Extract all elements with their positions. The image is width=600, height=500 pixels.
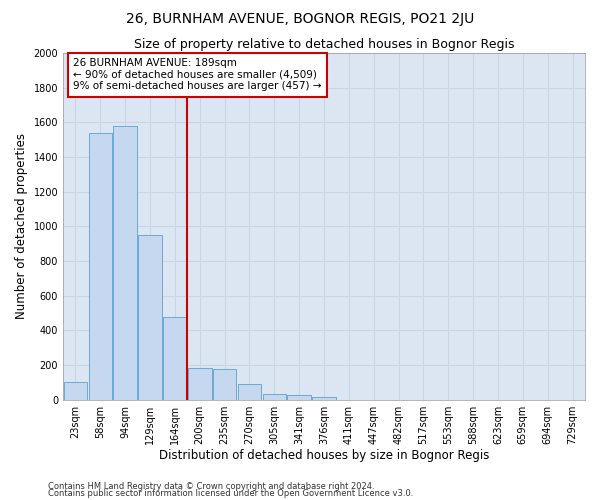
Title: Size of property relative to detached houses in Bognor Regis: Size of property relative to detached ho…: [134, 38, 514, 51]
Bar: [138, 235, 162, 400]
Text: Contains public sector information licensed under the Open Government Licence v3: Contains public sector information licen…: [48, 490, 413, 498]
Bar: [188, 368, 212, 400]
Bar: [89, 133, 112, 400]
Bar: [238, 384, 261, 400]
Bar: [263, 394, 286, 400]
Bar: [213, 368, 236, 400]
Bar: [163, 316, 187, 400]
Bar: [312, 397, 336, 400]
Bar: [64, 382, 87, 400]
Bar: [287, 396, 311, 400]
Bar: [113, 126, 137, 400]
X-axis label: Distribution of detached houses by size in Bognor Regis: Distribution of detached houses by size …: [159, 450, 489, 462]
Text: 26, BURNHAM AVENUE, BOGNOR REGIS, PO21 2JU: 26, BURNHAM AVENUE, BOGNOR REGIS, PO21 2…: [126, 12, 474, 26]
Text: Contains HM Land Registry data © Crown copyright and database right 2024.: Contains HM Land Registry data © Crown c…: [48, 482, 374, 491]
Y-axis label: Number of detached properties: Number of detached properties: [15, 134, 28, 320]
Text: 26 BURNHAM AVENUE: 189sqm
← 90% of detached houses are smaller (4,509)
9% of sem: 26 BURNHAM AVENUE: 189sqm ← 90% of detac…: [73, 58, 322, 92]
